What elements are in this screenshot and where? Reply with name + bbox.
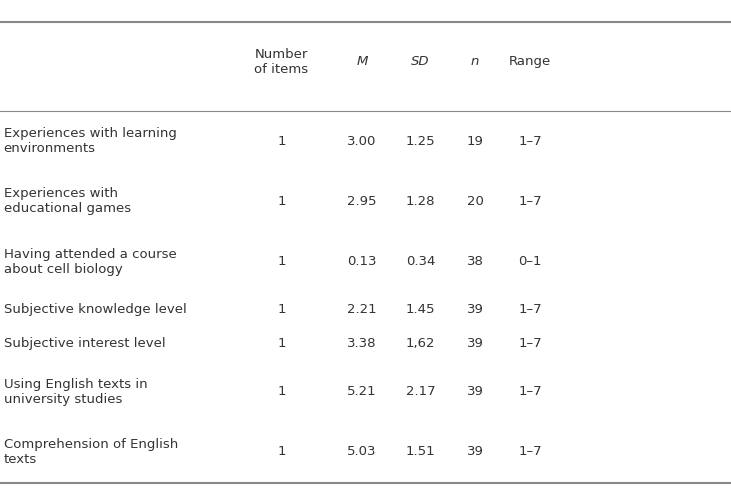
Text: 2.21: 2.21 [347, 303, 376, 316]
Text: 1.25: 1.25 [406, 135, 435, 148]
Text: 19: 19 [466, 135, 484, 148]
Text: 1: 1 [277, 303, 286, 316]
Text: 39: 39 [466, 338, 484, 350]
Text: 1.45: 1.45 [406, 303, 435, 316]
Text: 1: 1 [277, 446, 286, 458]
Text: 1–7: 1–7 [518, 338, 542, 350]
Text: 1–7: 1–7 [518, 135, 542, 148]
Text: 39: 39 [466, 446, 484, 458]
Text: 0.13: 0.13 [347, 255, 376, 268]
Text: 1: 1 [277, 195, 286, 208]
Text: 1: 1 [277, 385, 286, 398]
Text: 1: 1 [277, 338, 286, 350]
Text: 2.95: 2.95 [347, 195, 376, 208]
Text: 0.34: 0.34 [406, 255, 435, 268]
Text: 2.17: 2.17 [406, 385, 435, 398]
Text: Comprehension of English
texts: Comprehension of English texts [4, 438, 178, 466]
Text: 1–7: 1–7 [518, 385, 542, 398]
Text: 1–7: 1–7 [518, 195, 542, 208]
Text: 38: 38 [466, 255, 484, 268]
Text: n: n [471, 55, 480, 68]
Text: 39: 39 [466, 303, 484, 316]
Text: 1: 1 [277, 255, 286, 268]
Text: 20: 20 [466, 195, 484, 208]
Text: 1.28: 1.28 [406, 195, 435, 208]
Text: 0–1: 0–1 [518, 255, 542, 268]
Text: 1–7: 1–7 [518, 303, 542, 316]
Text: Using English texts in
university studies: Using English texts in university studie… [4, 378, 147, 405]
Text: 3.00: 3.00 [347, 135, 376, 148]
Text: 5.03: 5.03 [347, 446, 376, 458]
Text: 1,62: 1,62 [406, 338, 435, 350]
Text: 1.51: 1.51 [406, 446, 435, 458]
Text: Range: Range [509, 55, 551, 68]
Text: Having attended a course
about cell biology: Having attended a course about cell biol… [4, 248, 176, 276]
Text: Number
of items: Number of items [254, 48, 308, 76]
Text: Subjective knowledge level: Subjective knowledge level [4, 303, 186, 316]
Text: Experiences with learning
environments: Experiences with learning environments [4, 127, 176, 155]
Text: 1: 1 [277, 135, 286, 148]
Text: M: M [356, 55, 368, 68]
Text: 1–7: 1–7 [518, 446, 542, 458]
Text: 3.38: 3.38 [347, 338, 376, 350]
Text: 39: 39 [466, 385, 484, 398]
Text: SD: SD [411, 55, 430, 68]
Text: 5.21: 5.21 [347, 385, 376, 398]
Text: Experiences with
educational games: Experiences with educational games [4, 188, 131, 215]
Text: Subjective interest level: Subjective interest level [4, 338, 165, 350]
